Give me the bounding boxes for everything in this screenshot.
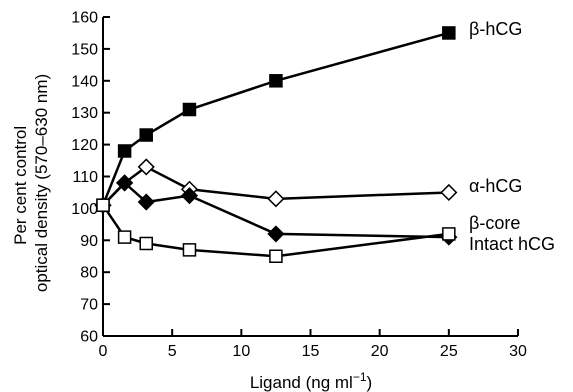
y-tick-label: 130 xyxy=(71,105,98,122)
data-point-hcg xyxy=(442,26,456,40)
data-point-intact-hcg xyxy=(442,227,456,241)
y-tick-label: 160 xyxy=(71,10,98,27)
x-tick-label: 15 xyxy=(302,343,320,360)
y-tick-label: 110 xyxy=(72,169,98,186)
y-tick-label: 120 xyxy=(71,137,98,154)
x-tick-label: 5 xyxy=(168,343,177,360)
data-point-intact-hcg xyxy=(96,198,110,212)
y-axis-label-line-1: Per cent control xyxy=(11,126,30,245)
x-axis-label: Ligand (ng ml−1) xyxy=(250,370,372,392)
x-tick-label: 20 xyxy=(371,343,389,360)
data-point-intact-hcg xyxy=(117,230,132,244)
x-tick-label: 0 xyxy=(99,343,108,360)
data-point-hcg xyxy=(137,158,155,176)
data-point-hcg xyxy=(269,74,283,88)
series-label-core: β-core xyxy=(469,213,520,233)
y-tick-label: 150 xyxy=(71,41,98,58)
y-axis-label-line-2: optical density (570–630 nm) xyxy=(32,74,51,292)
series-label-hcg: α-hCG xyxy=(469,176,522,196)
ticks: 60 70 80 90 100 110 120 130 140 150 160 0 5 10 15 20 25 3… xyxy=(71,10,527,361)
x-tick-label: 10 xyxy=(232,343,250,360)
series-label-intact-hcg: Intact hCG xyxy=(469,234,555,254)
series-label-hcg: β-hCG xyxy=(469,19,522,39)
data-point-core xyxy=(267,225,285,243)
y-tick-label: 100 xyxy=(71,201,98,218)
x-axis-label-superscript: −1 xyxy=(353,370,367,384)
y-tick-label: 90 xyxy=(80,233,98,250)
x-tick-label: 30 xyxy=(509,343,527,360)
data-point-hcg xyxy=(440,183,458,202)
series-line-hcg xyxy=(101,31,450,206)
data-point-intact-hcg xyxy=(182,243,197,257)
series-lines xyxy=(101,31,450,258)
y-tick-label: 80 xyxy=(80,265,98,282)
y-axis-label: Per cent control optical density (570–63… xyxy=(11,74,51,292)
series-markers xyxy=(94,26,458,263)
data-point-core xyxy=(116,174,134,192)
data-point-core xyxy=(180,187,199,205)
y-tick-label: 70 xyxy=(80,297,98,314)
data-point-hcg xyxy=(182,102,197,117)
data-point-hcg xyxy=(117,144,132,158)
x-tick-label: 25 xyxy=(440,343,458,360)
data-point-hcg xyxy=(267,190,285,208)
x-axis-label-close: ) xyxy=(367,373,373,392)
y-tick-label: 140 xyxy=(71,73,98,90)
y-tick-label: 60 xyxy=(80,329,98,346)
data-point-core xyxy=(137,193,155,211)
data-point-intact-hcg xyxy=(269,249,283,263)
data-point-intact-hcg xyxy=(139,236,153,251)
data-point-hcg xyxy=(139,128,153,142)
